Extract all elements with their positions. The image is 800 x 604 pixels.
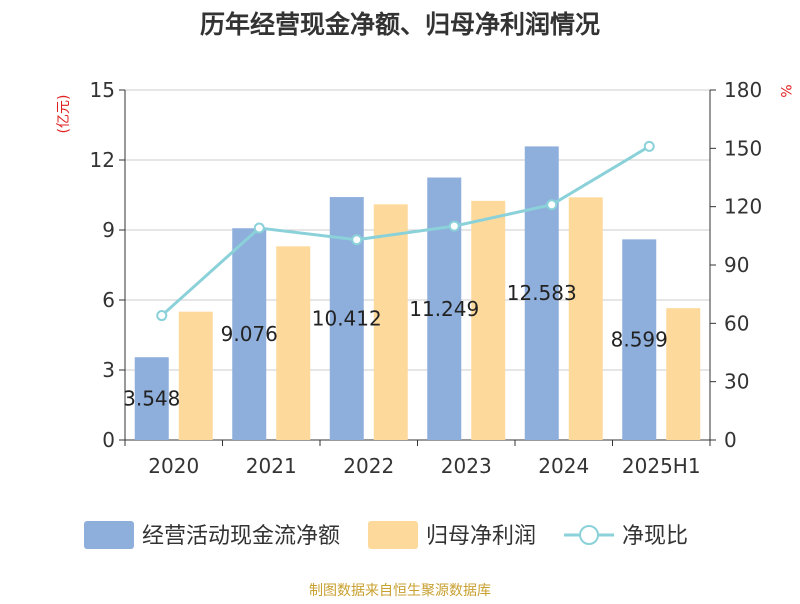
ratio-point xyxy=(643,140,655,152)
ratio-point xyxy=(351,234,363,246)
ratio-point xyxy=(156,310,168,322)
bar xyxy=(276,246,311,440)
right-tick-label: 0 xyxy=(724,428,737,452)
left-tick-label: 9 xyxy=(102,218,115,242)
bar xyxy=(568,197,603,440)
chart-title: 历年经营现金净额、归母净利润情况 xyxy=(200,10,600,39)
x-tick-label: 2025H1 xyxy=(622,454,701,478)
ratio-line xyxy=(156,140,655,322)
bar-value-label: 9.076 xyxy=(221,322,278,346)
right-tick-label: 120 xyxy=(724,195,762,219)
left-tick-label: 3 xyxy=(102,358,115,382)
bars xyxy=(134,146,701,441)
left-tick-label: 0 xyxy=(102,428,115,452)
bar xyxy=(232,228,267,440)
legend[interactable]: 经营活动现金流净额 归母净利润 净现比 xyxy=(84,521,688,549)
x-tick-label: 2024 xyxy=(538,454,589,478)
ratio-point xyxy=(546,199,558,211)
bar-value-label: 12.583 xyxy=(507,281,577,305)
right-tick-label: 60 xyxy=(724,311,749,335)
bar xyxy=(524,146,559,440)
x-tick-label: 2023 xyxy=(441,454,492,478)
bar xyxy=(471,200,506,440)
left-tick-label: 12 xyxy=(90,148,115,172)
bar-value-label: 8.599 xyxy=(611,328,668,352)
bar-value-label: 3.548 xyxy=(123,387,180,411)
source-note: 制图数据来自恒生聚源数据库 xyxy=(309,583,491,599)
right-tick-label: 30 xyxy=(724,370,749,394)
right-axis-unit: % xyxy=(777,84,793,97)
bar-value-label: 10.412 xyxy=(312,307,382,331)
bar xyxy=(134,357,169,440)
left-axis-unit: (亿元) xyxy=(56,95,72,134)
bar xyxy=(666,308,701,440)
ratio-point xyxy=(448,220,460,232)
ratio-point xyxy=(253,222,265,234)
bar-value-label: 11.249 xyxy=(409,297,479,321)
legend-swatch xyxy=(368,521,419,549)
x-tick-label: 2020 xyxy=(148,454,199,478)
legend-line-marker xyxy=(579,525,600,545)
x-tick-label: 2021 xyxy=(246,454,297,478)
left-tick-label: 6 xyxy=(102,288,115,312)
x-tick-label: 2022 xyxy=(343,454,394,478)
legend-label: 归母净利润 xyxy=(426,524,536,549)
bar xyxy=(622,239,657,440)
bar xyxy=(373,204,408,440)
legend-swatch xyxy=(84,521,134,549)
right-tick-label: 180 xyxy=(724,78,762,102)
legend-label: 净现比 xyxy=(622,524,688,549)
legend-label: 经营活动现金流净额 xyxy=(142,524,340,549)
data-labels: 3.548 9.076 10.412 11.249 12.583 8.599 xyxy=(123,281,668,410)
ratio-polyline xyxy=(160,145,651,317)
right-tick-label: 150 xyxy=(724,136,762,160)
right-tick-label: 90 xyxy=(724,253,749,277)
bar xyxy=(178,311,213,440)
left-tick-label: 15 xyxy=(90,78,115,102)
